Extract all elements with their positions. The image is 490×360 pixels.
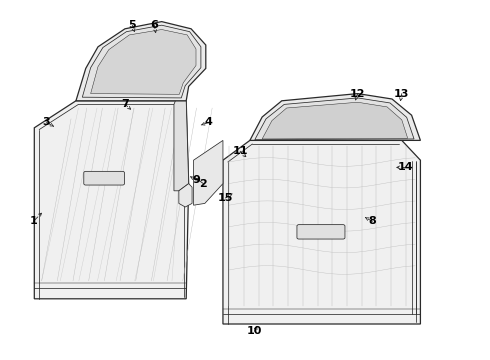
Text: 1: 1 xyxy=(29,216,37,226)
Text: 6: 6 xyxy=(150,20,158,30)
Polygon shape xyxy=(250,94,420,140)
Polygon shape xyxy=(194,140,223,205)
Polygon shape xyxy=(76,22,206,101)
Text: 7: 7 xyxy=(121,99,129,109)
Text: 4: 4 xyxy=(204,117,212,127)
Polygon shape xyxy=(255,98,414,140)
Polygon shape xyxy=(174,101,189,191)
Text: 2: 2 xyxy=(199,179,207,189)
Polygon shape xyxy=(34,101,189,299)
Text: 5: 5 xyxy=(128,20,136,30)
Polygon shape xyxy=(262,102,408,139)
Text: 13: 13 xyxy=(394,89,410,99)
Text: 10: 10 xyxy=(247,326,263,336)
Text: 15: 15 xyxy=(218,193,233,203)
Text: 8: 8 xyxy=(368,216,376,226)
Polygon shape xyxy=(179,184,192,207)
Text: 9: 9 xyxy=(192,175,200,185)
Polygon shape xyxy=(82,25,201,98)
FancyBboxPatch shape xyxy=(84,171,124,185)
Text: 14: 14 xyxy=(398,162,414,172)
Text: 3: 3 xyxy=(43,117,50,127)
FancyBboxPatch shape xyxy=(297,225,345,239)
Text: 12: 12 xyxy=(350,89,366,99)
Polygon shape xyxy=(91,30,196,94)
Polygon shape xyxy=(223,140,420,324)
Text: 11: 11 xyxy=(232,146,248,156)
